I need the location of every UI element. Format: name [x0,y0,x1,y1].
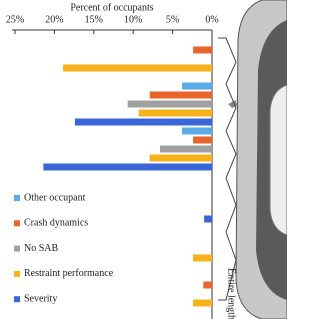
x-tick-label: 0% [205,14,218,25]
x-axis-title: Percent of occupants [70,2,153,13]
legend-swatch [14,296,20,303]
bar [149,154,212,162]
bar [204,215,212,223]
bar [149,91,212,99]
bar [159,145,212,153]
chart: Percent of occupants 25% 20% 15% 10% 5% 0% Ent… [6,0,287,319]
legend-swatch [14,245,20,252]
bar [63,64,213,72]
bar [182,127,212,135]
legend-label: Severity [24,293,57,304]
legend-label: No SAB [24,243,59,254]
bar [182,82,212,90]
legend-swatch [14,220,20,227]
legend-swatch [14,195,20,201]
x-tick-label: 25% [6,14,24,25]
x-tick-label: 20% [45,14,63,25]
legend-label: Restraint performance [24,268,114,279]
bar [203,281,212,289]
bar [193,136,212,144]
legend-swatch [14,270,20,277]
x-tick-label: 10% [124,14,142,25]
bar [43,163,213,171]
x-tick-label: 15% [85,14,103,25]
bar [193,46,212,54]
bar [74,118,212,126]
bar [127,100,212,108]
category-label: Entire length [226,268,237,319]
car-illustration [218,0,287,319]
bar [138,109,212,117]
x-tick-label: 5% [166,14,179,25]
bar [193,254,212,262]
bar [193,299,212,307]
legend-label: Crash dynamics [24,218,88,229]
legend-label: Other occupant [24,192,86,203]
